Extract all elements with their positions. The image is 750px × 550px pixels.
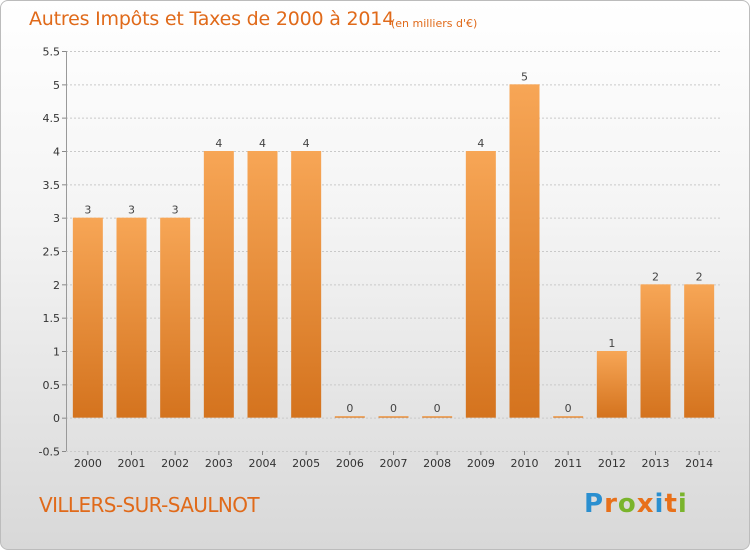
y-tick-label: 4 — [53, 146, 60, 159]
x-tick-label: 2006 — [336, 457, 364, 470]
x-tick-label: 2002 — [161, 457, 189, 470]
y-tick-label: 0 — [53, 412, 60, 425]
bar — [203, 151, 234, 418]
data-label: 1 — [608, 337, 615, 350]
bar — [291, 151, 322, 418]
data-label: 3 — [84, 204, 91, 217]
labels-layer: -0.500.511.522.533.544.555.5320003200132… — [39, 46, 714, 471]
data-label: 0 — [565, 402, 572, 415]
logo-letter: o — [617, 489, 637, 519]
data-label: 0 — [434, 402, 441, 415]
logo-letter: i — [677, 489, 688, 519]
logo-letter: x — [636, 489, 655, 519]
x-tick-label: 2009 — [467, 457, 495, 470]
bar — [116, 217, 147, 418]
data-label: 4 — [215, 137, 222, 150]
x-tick-label: 2001 — [118, 457, 146, 470]
x-tick-label: 2012 — [598, 457, 626, 470]
bar — [160, 217, 191, 418]
bar — [596, 351, 627, 418]
bar — [378, 416, 409, 418]
x-tick-label: 2000 — [74, 457, 102, 470]
x-tick-label: 2007 — [380, 457, 408, 470]
x-tick-label: 2011 — [554, 457, 582, 470]
y-tick-label: 0.5 — [43, 379, 61, 392]
bar — [640, 284, 671, 418]
bar — [509, 84, 540, 418]
chart-subtitle: (en milliers d'€) — [391, 17, 478, 30]
y-tick-label: 1.5 — [43, 312, 61, 325]
logo-letter: t — [664, 489, 678, 519]
bar — [422, 416, 453, 418]
data-label: 4 — [259, 137, 266, 150]
x-tick-label: 2013 — [642, 457, 670, 470]
y-tick-label: 4.5 — [43, 112, 61, 125]
data-label: 5 — [521, 70, 528, 83]
y-tick-label: 5.5 — [43, 46, 61, 59]
x-tick-label: 2014 — [685, 457, 713, 470]
bar — [72, 217, 103, 418]
x-tick-label: 2005 — [292, 457, 320, 470]
y-tick-label: 5 — [53, 79, 60, 92]
data-label: 3 — [128, 204, 135, 217]
logo-letter: P — [584, 489, 605, 519]
data-label: 2 — [652, 270, 659, 283]
x-tick-label: 2004 — [249, 457, 277, 470]
x-tick-label: 2003 — [205, 457, 233, 470]
logo-letter: i — [654, 489, 665, 519]
bar — [684, 284, 715, 418]
data-label: 4 — [477, 137, 484, 150]
bar — [465, 151, 496, 418]
bar — [334, 416, 365, 418]
bar — [553, 416, 584, 418]
x-tick-label: 2010 — [511, 457, 539, 470]
y-tick-label: 3.5 — [43, 179, 61, 192]
data-label: 0 — [390, 402, 397, 415]
y-tick-label: -0.5 — [39, 446, 60, 459]
y-tick-label: 3 — [53, 212, 60, 225]
bar — [247, 151, 278, 418]
bars-layer — [72, 84, 715, 418]
logo-letter: r — [604, 489, 618, 519]
commune-name: VILLERS-SUR-SAULNOT — [39, 493, 260, 517]
y-tick-label: 2 — [53, 279, 60, 292]
chart-title: Autres Impôts et Taxes de 2000 à 2014 — [29, 8, 395, 30]
proxiti-logo[interactable]: Proxiti — [584, 489, 688, 519]
data-label: 4 — [303, 137, 310, 150]
data-label: 2 — [696, 270, 703, 283]
y-tick-label: 1 — [53, 346, 60, 359]
data-label: 3 — [172, 204, 179, 217]
data-label: 0 — [346, 402, 353, 415]
y-tick-label: 2.5 — [43, 246, 61, 259]
x-tick-label: 2008 — [423, 457, 451, 470]
